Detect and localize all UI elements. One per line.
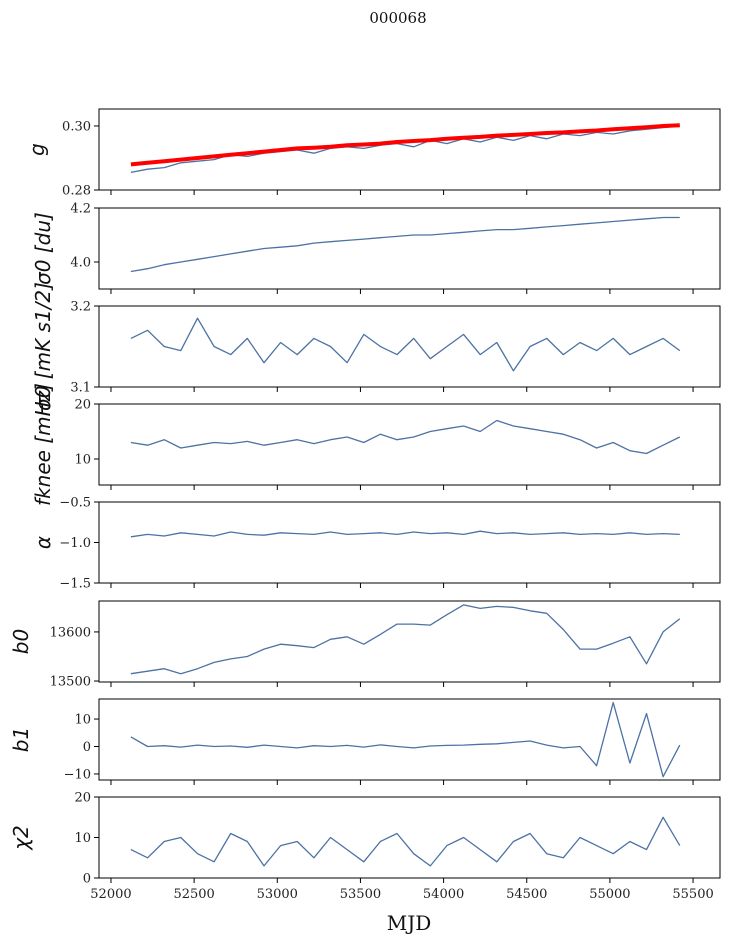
- y-tick-label: 4.2: [70, 202, 91, 217]
- x-axis-label: MJD: [387, 911, 432, 935]
- y-tick-label: 3.2: [70, 300, 91, 315]
- subplot-8: 52000 52500 53000 53500 54000 54500 55000 55500…: [9, 791, 721, 902]
- subplots: 0.28 0.30 g 4.0 4.2 σ0 [du] 3.1 3.2 σ0 [mK s1/2]…: [9, 108, 721, 902]
- axes-frame: [98, 600, 721, 683]
- subplot-4: 10 20 fknee [mHz]: [31, 383, 721, 506]
- subplot-7: −10 0 10 b1: [9, 698, 721, 785]
- x-tick-label: 55500: [672, 887, 713, 902]
- chart-title: 000068: [369, 9, 426, 27]
- y-tick-label: 0: [83, 872, 91, 887]
- axes-frame: [98, 501, 721, 584]
- subplot-3: 3.1 3.2 σ0 [mK s1/2]: [31, 282, 721, 411]
- y-axis-label: fknee [mHz]: [31, 383, 55, 506]
- y-axis-label: α: [31, 536, 55, 549]
- y-tick-label: 10: [74, 452, 91, 467]
- axes-frame: [98, 207, 721, 290]
- y-tick-label: 10: [74, 831, 91, 846]
- axes-frame: [98, 403, 721, 486]
- axes-frame: [98, 305, 721, 388]
- subplot-5: −1.5 −1.0 −0.5 α: [31, 496, 721, 592]
- y-tick-label: 20: [74, 791, 91, 806]
- series-line-g-model: [130, 123, 680, 167]
- subplot-2: 4.0 4.2 σ0 [du]: [31, 202, 721, 294]
- series-line-b1: [130, 701, 681, 778]
- y-axis-label: σ0 [du]: [31, 212, 55, 285]
- x-tick-label: 53500: [340, 887, 381, 902]
- y-tick-label: 13600: [50, 625, 91, 640]
- series-line-g: [130, 125, 680, 174]
- y-tick-label: 10: [74, 713, 91, 728]
- series-line-sigma0_mK: [130, 317, 681, 372]
- y-tick-label: −0.5: [59, 496, 91, 511]
- x-tick-label: 52000: [90, 887, 131, 902]
- subplot-1: 0.28 0.30 g: [25, 108, 721, 199]
- series-line-sigma0_du: [130, 216, 680, 273]
- x-tick-label: 53000: [257, 887, 298, 902]
- y-tick-label: 20: [74, 398, 91, 413]
- y-tick-label: 0: [83, 740, 91, 755]
- x-tick-label: 55000: [589, 887, 630, 902]
- y-tick-label: −1.0: [59, 536, 91, 551]
- axes-frame: [98, 108, 721, 191]
- y-axis-label: b1: [9, 727, 33, 752]
- series-line-chi2: [130, 816, 681, 867]
- y-tick-label: −1.5: [59, 577, 91, 592]
- y-axis-label: b0: [9, 629, 33, 654]
- x-tick-label: 52500: [173, 887, 214, 902]
- y-tick-label: 0.28: [62, 184, 91, 199]
- y-axis-label: χ2: [9, 825, 33, 851]
- x-tick-label: 54000: [423, 887, 464, 902]
- y-tick-label: 3.1: [70, 381, 91, 396]
- y-tick-label: 0.30: [62, 119, 91, 134]
- series-line-alpha: [130, 530, 680, 538]
- x-tick-label: 54500: [506, 887, 547, 902]
- y-tick-label: 13500: [50, 675, 91, 690]
- series-line-b0: [130, 604, 681, 675]
- axes-frame: [98, 698, 721, 781]
- y-tick-label: 4.0: [70, 256, 91, 271]
- y-axis-label: g: [25, 143, 49, 156]
- y-axis-label: σ0 [mK s1/2]: [31, 282, 55, 411]
- axes-frame: [98, 796, 721, 879]
- y-tick-label: −10: [64, 767, 91, 782]
- series-line-fknee: [130, 419, 681, 455]
- subplot-6: 13500 13600 b0: [9, 600, 721, 690]
